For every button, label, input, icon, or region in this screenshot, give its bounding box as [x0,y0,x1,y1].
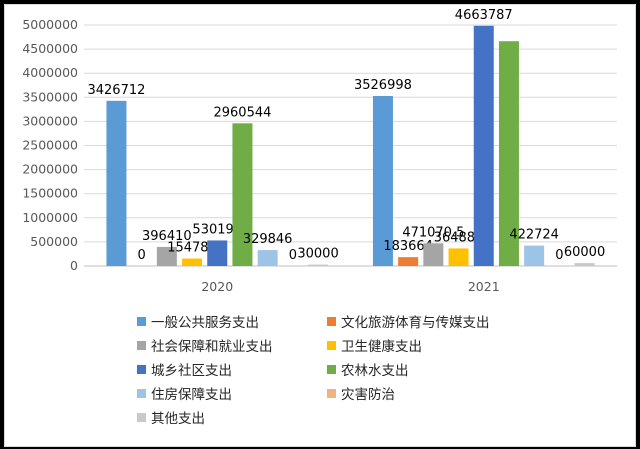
legend-swatch [327,317,336,326]
bar [308,264,329,266]
y-tick-label: 2000000 [22,162,78,177]
y-tick-label: 2500000 [22,138,78,153]
bar [473,25,494,267]
bar [524,245,545,266]
bar [398,257,419,266]
bar [372,95,393,267]
legend-swatch [137,413,146,422]
x-category-label: 2021 [468,279,500,294]
data-label: 30000 [297,247,338,262]
y-tick-label: 3500000 [22,89,78,104]
legend-swatch [137,317,146,326]
legend-label: 文化旅游体育与传媒支出 [341,315,490,331]
y-tick-label: 3000000 [22,113,78,128]
bar [574,263,595,266]
legend-item: 文化旅游体育与传媒支出 [327,315,490,331]
data-label: 364885 [434,230,484,245]
legend-item: 城乡社区支出 [137,363,232,379]
bar [156,246,177,266]
legend-item: 卫生健康支出 [327,339,422,355]
legend-swatch [137,365,146,374]
y-tick-label: 4500000 [22,41,78,56]
y-tick-label: 1500000 [22,186,78,201]
legend-label: 城乡社区支出 [151,363,232,379]
y-tick-label: 1000000 [22,210,78,225]
legend-label: 一般公共服务支出 [151,315,259,331]
data-label: 0 [138,248,146,263]
chart-panel: 0 500000 1000000 1500000 2000000 2500000 30000… [4,4,636,447]
data-label: 329846 [243,232,293,247]
bar [106,100,127,266]
legend-item: 灾害防治 [327,387,395,403]
data-label: 422724 [509,228,559,243]
y-tick-label: 4000000 [22,65,78,80]
data-label: 183664 [383,239,433,254]
bar [182,258,203,266]
bar [232,123,253,266]
bar-chart: 0 500000 1000000 1500000 2000000 2500000 30000… [22,8,617,294]
legend-swatch [137,341,146,350]
data-label: 530196 [192,222,242,237]
legend-label: 其他支出 [151,411,205,427]
legend-label: 农林水支出 [341,363,409,379]
data-label: 4663787 [455,8,513,23]
data-label: 60000 [564,245,605,260]
legend-swatch [327,389,336,398]
bar [207,240,228,266]
data-label: 0 [555,248,563,263]
data-label: 3426712 [87,83,145,98]
bar [448,248,469,266]
legend-swatch [137,389,146,398]
data-label: 396410 [142,229,192,244]
legend-item: 住房保障支出 [137,387,232,403]
y-tick-label: 5000000 [22,17,78,32]
legend-item: 农林水支出 [327,363,409,379]
data-label: 2960544 [213,105,271,120]
legend-label: 社会保障和就业支出 [151,339,273,355]
legend-item: 一般公共服务支出 [137,315,259,331]
x-category-label: 2020 [201,279,233,294]
legend-swatch [327,341,336,350]
legend-label: 住房保障支出 [151,387,232,403]
data-label: 3526998 [354,78,412,93]
data-label: 471070.5 [402,225,464,240]
bar [423,243,444,266]
data-label: 154786 [167,241,217,256]
legend-item: 社会保障和就业支出 [137,339,273,355]
legend-label: 卫生健康支出 [341,339,422,355]
legend-label: 灾害防治 [341,387,395,403]
y-tick-label: 500000 [30,234,78,249]
data-label: 0 [289,248,297,263]
legend-swatch [327,365,336,374]
legend-item: 其他支出 [137,411,205,427]
bar [498,41,519,266]
bar [257,250,278,266]
y-tick-label: 0 [70,258,78,273]
